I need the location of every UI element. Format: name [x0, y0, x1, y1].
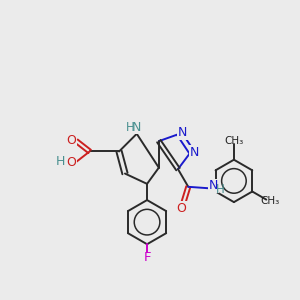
Text: N: N [190, 146, 200, 159]
Text: N: N [132, 121, 141, 134]
Text: CH₃: CH₃ [260, 196, 279, 206]
Text: H: H [216, 183, 225, 196]
Text: H: H [126, 121, 135, 134]
Text: O: O [177, 202, 186, 215]
Text: H: H [56, 155, 65, 168]
Text: N: N [178, 126, 187, 139]
Text: F: F [143, 251, 151, 264]
Text: N: N [208, 179, 218, 192]
Text: CH₃: CH₃ [224, 136, 244, 146]
Text: O: O [66, 134, 76, 147]
Text: O: O [66, 156, 76, 169]
